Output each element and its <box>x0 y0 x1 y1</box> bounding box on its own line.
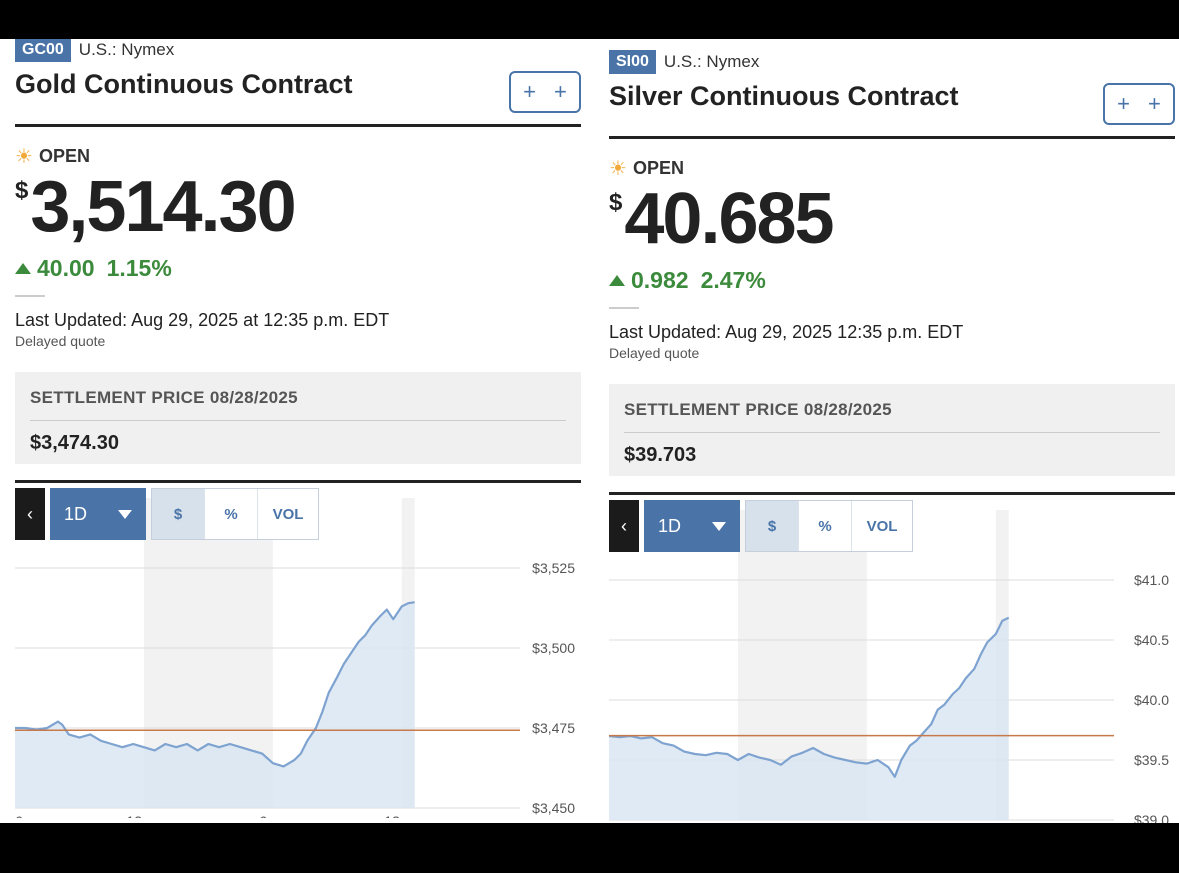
price-change: 40.00 1.15% <box>15 255 172 282</box>
mode-price-button[interactable]: $ <box>152 489 205 539</box>
add-to-watchlist-button[interactable]: + + <box>509 71 581 113</box>
y-tick-label: $3,525 <box>532 560 575 576</box>
last-price: 40.685 <box>624 179 834 259</box>
silver-panel: SI00 U.S.: Nymex Silver Continuous Contr… <box>609 39 1175 823</box>
ticker-row: GC00 U.S.: Nymex <box>15 39 174 62</box>
last-updated: Last Updated: Aug 29, 2025 12:35 p.m. ED… <box>609 322 964 342</box>
short-divider <box>15 295 45 297</box>
caret-down-icon <box>712 521 726 531</box>
ticker-badge[interactable]: GC00 <box>15 39 71 62</box>
ticker-badge[interactable]: SI00 <box>609 50 656 74</box>
sun-icon: ☀ <box>609 158 627 180</box>
market-status: ☀ OPEN <box>15 144 90 169</box>
exchange-label: U.S.: Nymex <box>78 40 175 59</box>
x-tick-label: 12am <box>126 813 161 818</box>
price-change: 0.982 2.47% <box>609 267 766 294</box>
x-tick-label: 6am <box>259 813 286 818</box>
settlement-label: SETTLEMENT PRICE 08/28/2025 <box>30 388 298 407</box>
short-divider <box>609 307 639 309</box>
y-tick-label: $40.0 <box>1134 692 1169 708</box>
settlement-divider <box>624 432 1160 433</box>
chevron-left-icon[interactable]: ‹ <box>15 488 45 540</box>
change-value: 40.00 <box>37 255 95 281</box>
currency-symbol: $ <box>609 189 623 216</box>
x-tick-label: 6pm <box>15 813 42 818</box>
price-area <box>15 602 415 808</box>
chart-divider <box>15 480 581 483</box>
y-tick-label: $40.5 <box>1134 632 1169 648</box>
range-label: 1D <box>64 503 88 524</box>
up-triangle-icon <box>609 275 625 286</box>
sun-icon: ☀ <box>15 146 33 168</box>
settlement-value: $39.703 <box>624 444 697 466</box>
exchange-label: U.S.: Nymex <box>663 52 760 71</box>
change-value: 0.982 <box>631 267 689 293</box>
price-display: $ 40.685 <box>609 179 835 259</box>
settlement-divider <box>30 420 566 421</box>
instrument-title: Gold Continuous Contract <box>15 69 353 99</box>
mode-volume-button[interactable]: VOL <box>258 489 318 539</box>
change-percent: 1.15% <box>106 255 172 281</box>
chart-toolbar: ‹ 1D $ % VOL <box>609 500 913 552</box>
currency-symbol: $ <box>15 177 29 204</box>
y-tick-label: $3,475 <box>532 720 575 736</box>
chart-mode-toggle: $ % VOL <box>151 488 319 540</box>
y-tick-label: $39.5 <box>1134 752 1169 768</box>
header-divider <box>609 136 1175 139</box>
y-tick-label: $41.0 <box>1134 572 1169 588</box>
price-line <box>609 616 1010 778</box>
screenshot-page: GC00 U.S.: Nymex Gold Continuous Contrac… <box>0 39 1179 823</box>
price-area <box>609 617 1009 820</box>
x-tick-label: 12pm <box>384 813 419 818</box>
gold-panel: GC00 U.S.: Nymex Gold Continuous Contrac… <box>15 39 581 818</box>
settlement-label: SETTLEMENT PRICE 08/28/2025 <box>624 400 892 419</box>
mode-volume-button[interactable]: VOL <box>852 501 912 551</box>
gold-price-chart[interactable]: $3,525 $3,500 $3,475 $3,450 6pm 12am 6am 12pm <box>15 488 581 818</box>
range-dropdown[interactable]: 1D <box>644 500 740 552</box>
instrument-title: Silver Continuous Contract <box>609 81 959 111</box>
market-status-label: OPEN <box>632 158 684 178</box>
market-status: ☀ OPEN <box>609 156 684 181</box>
price-display: $ 3,514.30 <box>15 167 297 247</box>
market-status-label: OPEN <box>38 146 90 166</box>
silver-price-chart[interactable]: $41.0$40.5$40.0$39.5$39.06pm12am6am12pm <box>609 500 1175 823</box>
ticker-row: SI00 U.S.: Nymex <box>609 50 759 74</box>
chart-mode-toggle: $ % VOL <box>745 500 913 552</box>
y-tick-label: $3,450 <box>532 800 575 816</box>
mode-percent-button[interactable]: % <box>799 501 852 551</box>
caret-down-icon <box>118 509 132 519</box>
settlement-box: SETTLEMENT PRICE 08/28/2025 $39.703 <box>609 384 1175 476</box>
mode-percent-button[interactable]: % <box>205 489 258 539</box>
up-triangle-icon <box>15 263 31 274</box>
delayed-note: Delayed quote <box>609 345 700 361</box>
range-dropdown[interactable]: 1D <box>50 488 146 540</box>
price-line <box>15 601 415 768</box>
y-tick-label: $39.0 <box>1134 812 1169 823</box>
delayed-note: Delayed quote <box>15 333 106 349</box>
add-to-watchlist-button[interactable]: + + <box>1103 83 1175 125</box>
mode-price-button[interactable]: $ <box>746 501 799 551</box>
chevron-left-icon[interactable]: ‹ <box>609 500 639 552</box>
settlement-value: $3,474.30 <box>30 432 119 454</box>
y-tick-label: $3,500 <box>532 640 575 656</box>
range-label: 1D <box>658 515 682 536</box>
chart-toolbar: ‹ 1D $ % VOL <box>15 488 319 540</box>
chart-divider <box>609 492 1175 495</box>
header-divider <box>15 124 581 127</box>
last-updated: Last Updated: Aug 29, 2025 at 12:35 p.m.… <box>15 310 390 330</box>
change-percent: 2.47% <box>700 267 766 293</box>
settlement-box: SETTLEMENT PRICE 08/28/2025 $3,474.30 <box>15 372 581 464</box>
last-price: 3,514.30 <box>30 167 296 247</box>
